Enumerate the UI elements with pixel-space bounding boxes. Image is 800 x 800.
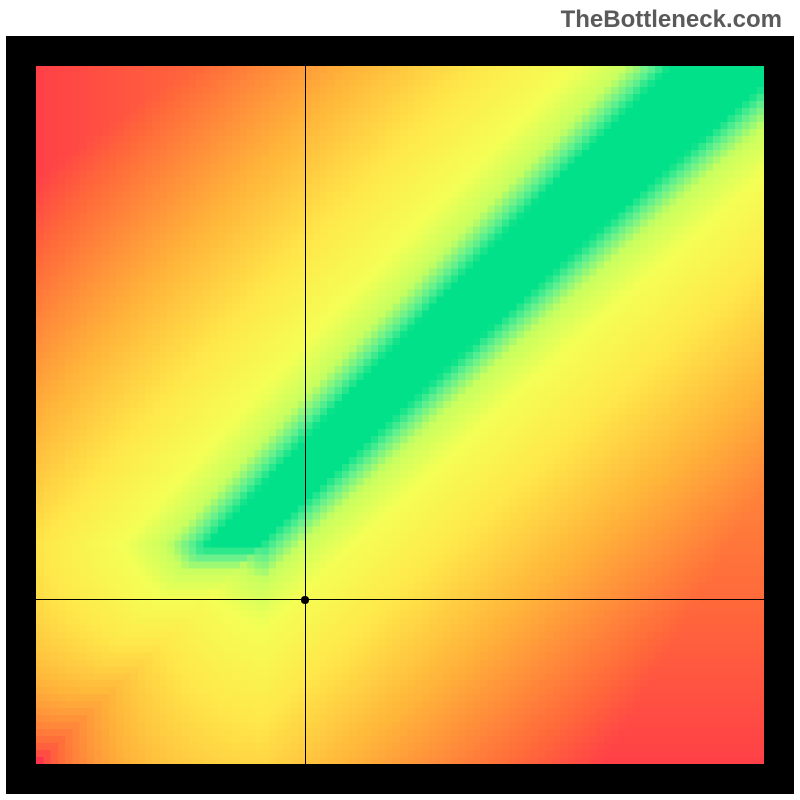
marker-dot	[300, 595, 310, 605]
crosshair-vertical	[305, 66, 306, 764]
crosshair-horizontal	[36, 599, 764, 600]
watermark-text: TheBottleneck.com	[561, 6, 782, 34]
bottleneck-heatmap	[36, 66, 764, 764]
plot-outer-frame	[6, 36, 794, 794]
